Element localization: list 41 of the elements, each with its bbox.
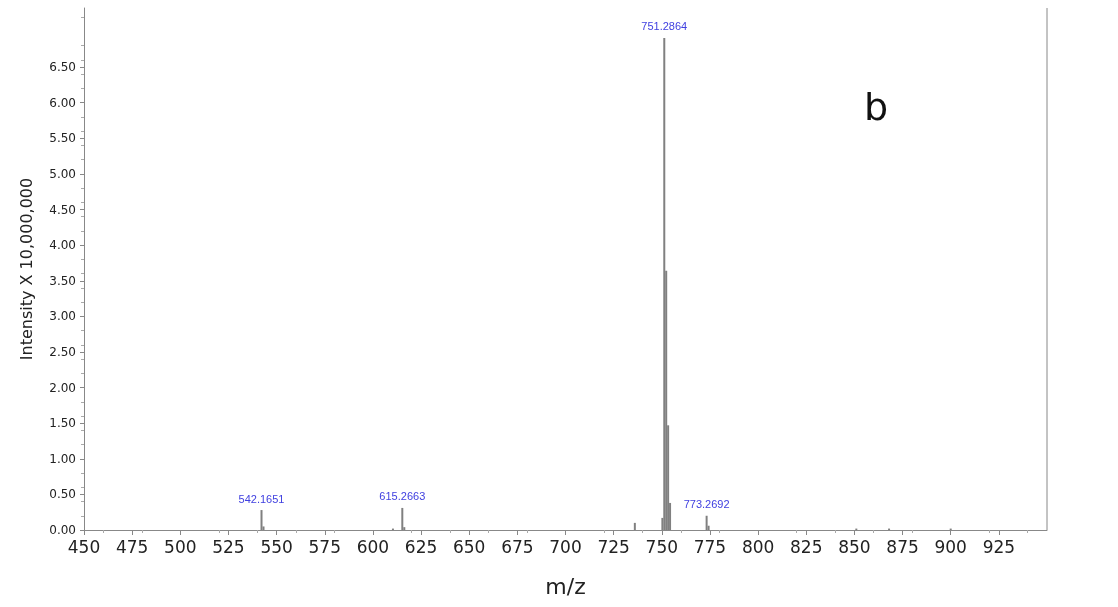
x-tick-label: 750 bbox=[645, 536, 679, 557]
y-tick-label: 2.50 bbox=[49, 344, 76, 359]
x-tick-label: 650 bbox=[452, 536, 486, 557]
x-tick-label: 875 bbox=[886, 536, 919, 557]
y-tick-label: 3.00 bbox=[49, 309, 76, 324]
annotation: 542.1651 bbox=[238, 492, 285, 505]
x-tick-label: 725 bbox=[597, 536, 630, 557]
y-tick-label: 4.50 bbox=[49, 202, 76, 217]
y-tick-label: 2.00 bbox=[49, 380, 76, 395]
x-tick-label: 925 bbox=[982, 536, 1016, 557]
annotation: 773.2692 bbox=[683, 498, 730, 511]
x-tick-label: 850 bbox=[838, 536, 871, 557]
x-tick-label: 525 bbox=[212, 536, 245, 557]
y-tick-label: 1.50 bbox=[49, 416, 76, 431]
annotation: b bbox=[863, 85, 888, 129]
y-tick-label: 3.50 bbox=[49, 273, 76, 288]
annotation: 615.2663 bbox=[379, 490, 426, 503]
x-tick-label: 675 bbox=[501, 536, 534, 557]
x-tick-label: 600 bbox=[356, 536, 390, 557]
x-tick-label: 475 bbox=[115, 536, 149, 557]
x-tick-label: 550 bbox=[260, 536, 293, 557]
y-tick-label: 0.00 bbox=[49, 523, 76, 537]
annotation: 751.2864 bbox=[641, 20, 688, 33]
y-tick-label: 4.00 bbox=[49, 238, 76, 253]
x-tick-label: 775 bbox=[693, 536, 727, 557]
x-tick-label: 900 bbox=[934, 536, 967, 557]
y-tick-label: 0.50 bbox=[49, 487, 76, 502]
x-tick-label: 575 bbox=[308, 536, 341, 557]
x-tick-label: 625 bbox=[404, 536, 438, 557]
x-tick-label: 800 bbox=[741, 536, 775, 557]
x-tick-label: 700 bbox=[549, 536, 582, 557]
x-tick-label: 500 bbox=[164, 536, 197, 557]
y-tick-label: 6.50 bbox=[49, 60, 76, 75]
y-tick-label: 1.00 bbox=[49, 451, 76, 466]
x-axis-title: m/z bbox=[545, 573, 586, 599]
y-tick-label: 5.00 bbox=[49, 166, 76, 181]
x-tick-label: 825 bbox=[790, 536, 823, 557]
x-tick-label: 450 bbox=[67, 536, 101, 557]
y-tick-label: 6.00 bbox=[49, 95, 76, 110]
y-tick-label: 5.50 bbox=[49, 131, 76, 146]
y-axis-title: Intensity X 10,000,000 bbox=[16, 177, 36, 361]
